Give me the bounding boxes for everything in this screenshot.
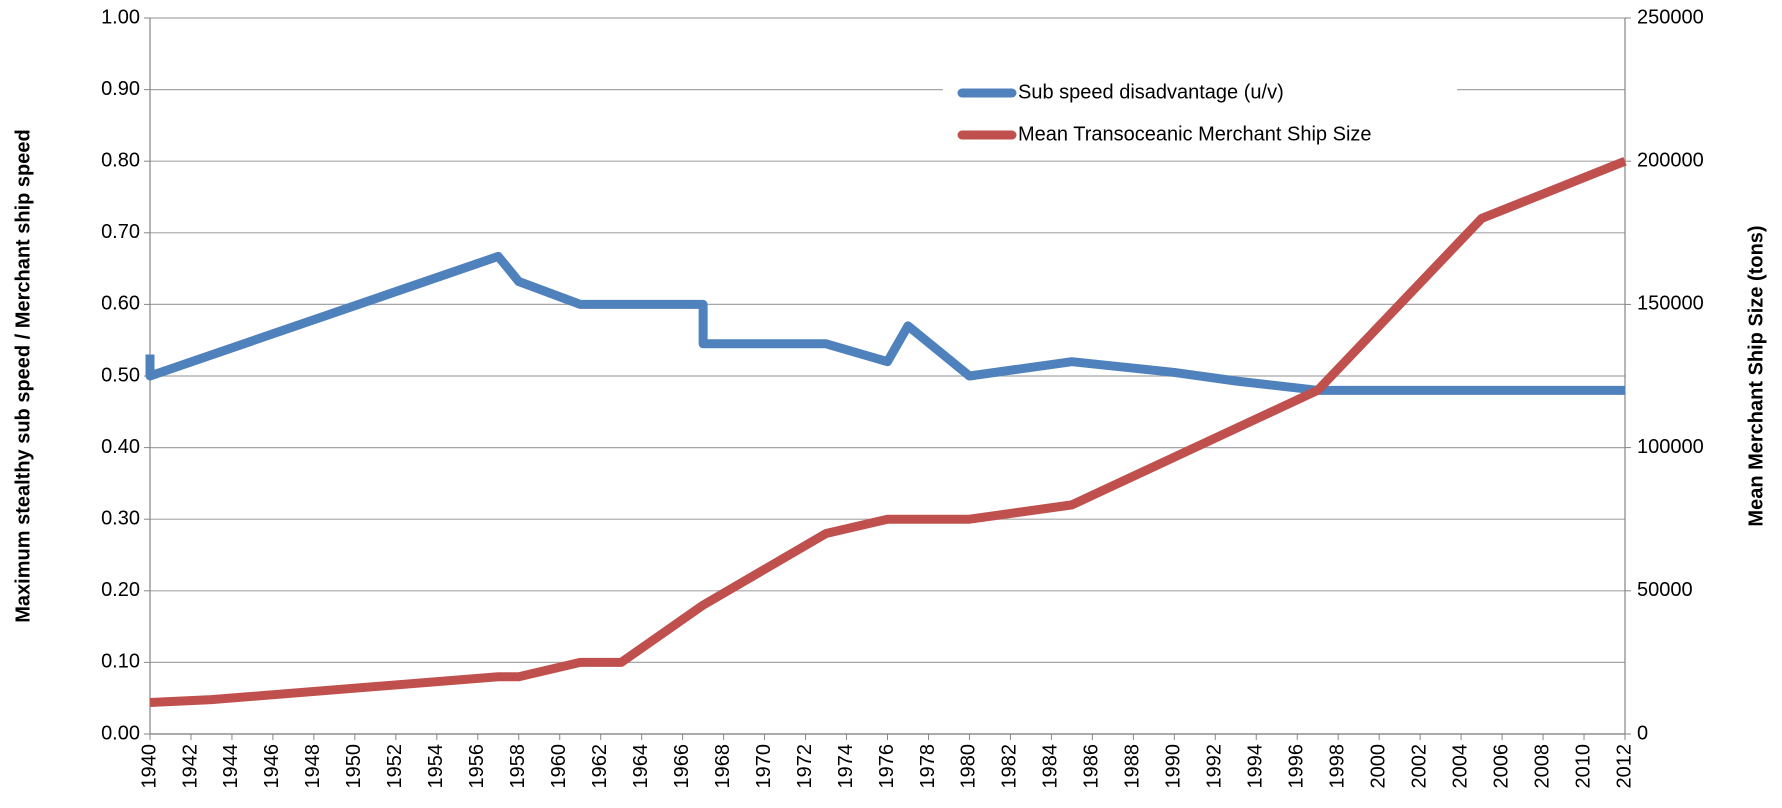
x-tick-label: 1994 (1245, 744, 1267, 789)
x-tick-label: 1996 (1286, 744, 1308, 789)
y-tick-label: 0.90 (101, 78, 140, 100)
x-tick-label: 1948 (302, 744, 324, 789)
y2-tick-label: 100000 (1637, 436, 1704, 458)
x-tick-label: 1964 (630, 744, 652, 789)
y-tick-label: 0.40 (101, 436, 140, 458)
x-tick-label: 1960 (548, 744, 570, 789)
y-axis-title: Maximum stealthy sub speed / Merchant sh… (12, 129, 34, 622)
legend-label: Sub speed disadvantage (u/v) (1018, 81, 1284, 103)
y-tick-label: 0.70 (101, 221, 140, 243)
x-tick-label: 1946 (261, 744, 283, 789)
x-tick-label: 1972 (794, 744, 816, 789)
x-tick-label: 1988 (1122, 744, 1144, 789)
y-tick-label: 0.10 (101, 651, 140, 673)
x-tick-label: 1962 (589, 744, 611, 789)
x-tick-label: 2006 (1490, 744, 1512, 789)
legend-label: Mean Transoceanic Merchant Ship Size (1018, 123, 1372, 145)
x-tick-label: 1954 (425, 744, 447, 789)
y-tick-label: 1.00 (101, 6, 140, 28)
y-tick-label: 0.50 (101, 364, 140, 386)
x-tick-label: 1976 (876, 744, 898, 789)
y2-tick-label: 50000 (1637, 579, 1693, 601)
x-tick-label: 2004 (1449, 744, 1471, 789)
x-tick-label: 1980 (958, 744, 980, 789)
y2-axis-title: Mean Merchant Ship Size (tons) (1745, 225, 1767, 526)
x-tick-label: 2012 (1613, 744, 1635, 789)
x-tick-label: 1950 (343, 744, 365, 789)
x-tick-label: 2010 (1572, 744, 1594, 789)
series-line (149, 157, 1627, 707)
x-tick-label: 1978 (917, 744, 939, 789)
x-tick-label: 1940 (138, 744, 160, 789)
y2-tick-label: 150000 (1637, 293, 1704, 315)
x-tick-label: 1970 (753, 744, 775, 789)
x-tick-label: 1944 (220, 744, 242, 789)
y-tick-label: 0.60 (101, 293, 140, 315)
x-tick-label: 2008 (1531, 744, 1553, 789)
x-tick-label: 1998 (1326, 744, 1348, 789)
y-tick-label: 0.00 (101, 722, 140, 744)
series-line (145, 251, 1625, 395)
y-tick-label: 0.80 (101, 149, 140, 171)
x-tick-label: 1966 (671, 744, 693, 789)
x-tick-label: 1968 (712, 744, 734, 789)
y-tick-label: 0.30 (101, 507, 140, 529)
x-tick-label: 1984 (1040, 744, 1062, 789)
x-tick-label: 1990 (1163, 744, 1185, 789)
x-tick-label: 1974 (835, 744, 857, 789)
y2-tick-label: 250000 (1637, 6, 1704, 28)
y2-tick-label: 0 (1637, 722, 1648, 744)
x-tick-label: 1992 (1204, 744, 1226, 789)
x-tick-label: 1982 (999, 744, 1021, 789)
x-tick-label: 2000 (1367, 744, 1389, 789)
y2-tick-label: 200000 (1637, 149, 1704, 171)
x-tick-label: 1956 (466, 744, 488, 789)
x-tick-label: 1952 (384, 744, 406, 789)
legend-box (943, 70, 1457, 160)
x-tick-label: 1942 (179, 744, 201, 789)
y-tick-label: 0.20 (101, 579, 140, 601)
x-tick-label: 2002 (1408, 744, 1430, 789)
x-tick-label: 1986 (1081, 744, 1103, 789)
x-tick-label: 1958 (507, 744, 529, 789)
